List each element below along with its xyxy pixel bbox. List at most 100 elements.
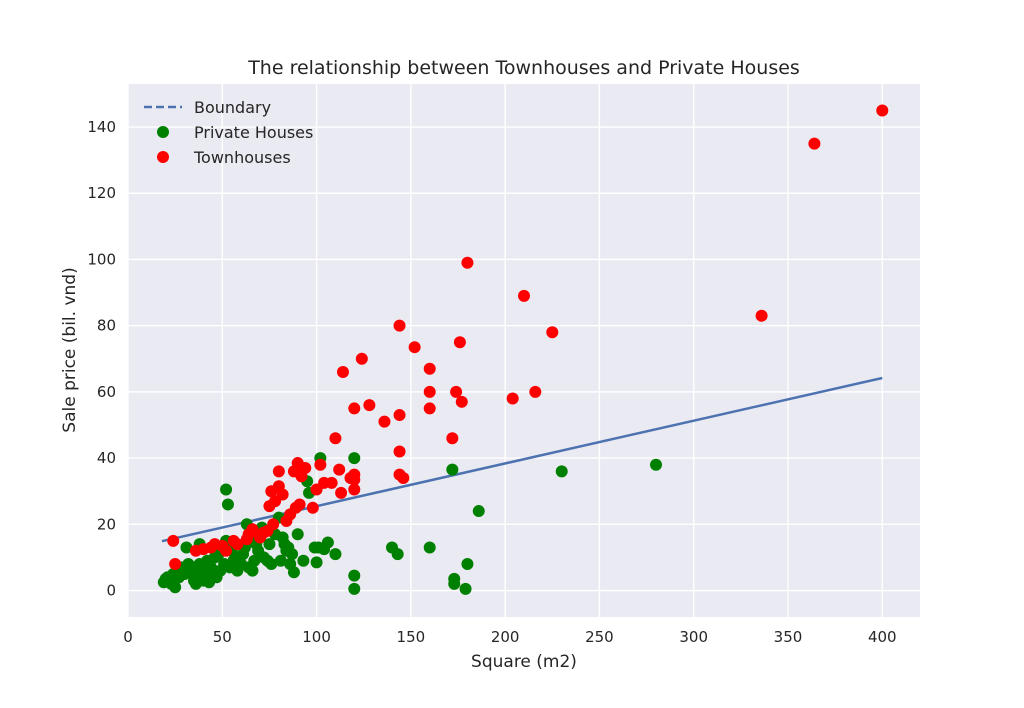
x-tick-label: 100 (302, 628, 331, 646)
townhouse-point (355, 352, 368, 365)
private-house-point (391, 548, 404, 561)
private-house-point (263, 538, 276, 551)
private-house-point (461, 558, 474, 571)
townhouse-point (450, 385, 463, 398)
private-house-point (286, 548, 299, 561)
private-house-point (310, 556, 323, 569)
townhouse-point (363, 399, 376, 412)
legend-private-swatch (157, 126, 169, 138)
private-house-point (472, 505, 485, 518)
townhouse-point (306, 501, 319, 514)
townhouse-point (335, 486, 348, 499)
townhouse-point (293, 498, 306, 511)
private-house-point (321, 536, 334, 549)
townhouse-point (453, 336, 466, 349)
y-tick-label: 100 (87, 250, 116, 268)
townhouse-point (876, 104, 889, 117)
townhouse-point (299, 462, 312, 475)
legend-private-label: Private Houses (194, 123, 313, 142)
townhouse-point (423, 362, 436, 375)
x-tick-labels: 0 50 100 150 200 250 300 350 400 (123, 628, 896, 646)
private-house-point (297, 554, 310, 567)
private-house-point (169, 581, 182, 594)
private-house-point (348, 582, 361, 595)
chart-title: The relationship between Townhouses and … (247, 57, 800, 79)
private-house-point (291, 528, 304, 541)
townhouse-point (506, 392, 519, 405)
private-house-point (348, 452, 361, 465)
x-axis-label: Square (m2) (471, 652, 577, 672)
townhouse-point (220, 544, 233, 557)
townhouse-point (393, 319, 406, 332)
y-tick-label: 0 (106, 582, 116, 600)
townhouse-point (808, 137, 821, 150)
y-tick-label: 120 (87, 184, 116, 202)
townhouse-point (455, 395, 468, 408)
private-house-point (448, 572, 461, 585)
x-tick-label: 350 (774, 628, 803, 646)
private-house-point (265, 558, 278, 571)
townhouse-point (423, 402, 436, 415)
townhouse-point (169, 558, 182, 571)
townhouse-point (461, 256, 474, 269)
townhouse-point (348, 402, 361, 415)
townhouse-point (397, 471, 410, 484)
townhouse-point (393, 445, 406, 458)
x-tick-label: 150 (397, 628, 426, 646)
y-tick-label: 60 (97, 383, 116, 401)
x-tick-label: 300 (679, 628, 708, 646)
y-tick-labels: 0 20 40 60 80 100 120 140 (87, 118, 116, 599)
y-tick-label: 140 (87, 118, 116, 136)
townhouse-point (272, 465, 285, 478)
townhouse-point (333, 463, 346, 476)
townhouses-points (167, 104, 889, 571)
private-house-point (329, 548, 342, 561)
private-house-point (220, 483, 233, 496)
private-house-point (180, 541, 193, 554)
private-house-point (446, 463, 459, 476)
legend-boundary-label: Boundary (194, 98, 271, 117)
townhouse-point (329, 432, 342, 445)
townhouse-point (529, 385, 542, 398)
townhouse-point (325, 476, 338, 489)
x-tick-label: 200 (491, 628, 520, 646)
townhouse-point (314, 458, 327, 471)
private-house-point (248, 554, 261, 567)
legend-townhouse-label: Townhouses (193, 148, 291, 167)
townhouse-point (393, 409, 406, 422)
gridlines (127, 84, 920, 617)
x-tick-label: 400 (868, 628, 897, 646)
townhouse-point (276, 488, 289, 501)
townhouse-point (378, 415, 391, 428)
townhouse-point (546, 326, 559, 339)
y-tick-label: 80 (97, 317, 116, 335)
townhouse-point (167, 534, 180, 547)
private-house-point (274, 554, 287, 567)
y-tick-label: 20 (97, 515, 116, 533)
townhouse-point (348, 468, 361, 481)
townhouse-point (446, 432, 459, 445)
private-houses-points (157, 452, 662, 595)
x-tick-label: 50 (213, 628, 232, 646)
y-axis-label: Sale price (bil. vnd) (60, 267, 80, 432)
townhouse-point (246, 523, 259, 536)
private-house-point (555, 465, 568, 478)
townhouse-point (336, 366, 349, 379)
townhouse-point (231, 538, 244, 551)
townhouse-point (423, 385, 436, 398)
townhouse-point (267, 518, 280, 531)
x-tick-label: 0 (123, 628, 133, 646)
townhouse-point (755, 309, 768, 322)
townhouse-point (518, 289, 530, 302)
private-house-point (246, 564, 259, 577)
townhouse-point (348, 483, 361, 496)
y-tick-label: 40 (97, 449, 116, 467)
x-tick-label: 250 (585, 628, 614, 646)
townhouse-point (408, 341, 421, 354)
private-house-point (650, 458, 662, 471)
private-house-point (459, 582, 472, 595)
legend-townhouse-swatch (157, 151, 169, 163)
private-house-point (348, 569, 361, 582)
